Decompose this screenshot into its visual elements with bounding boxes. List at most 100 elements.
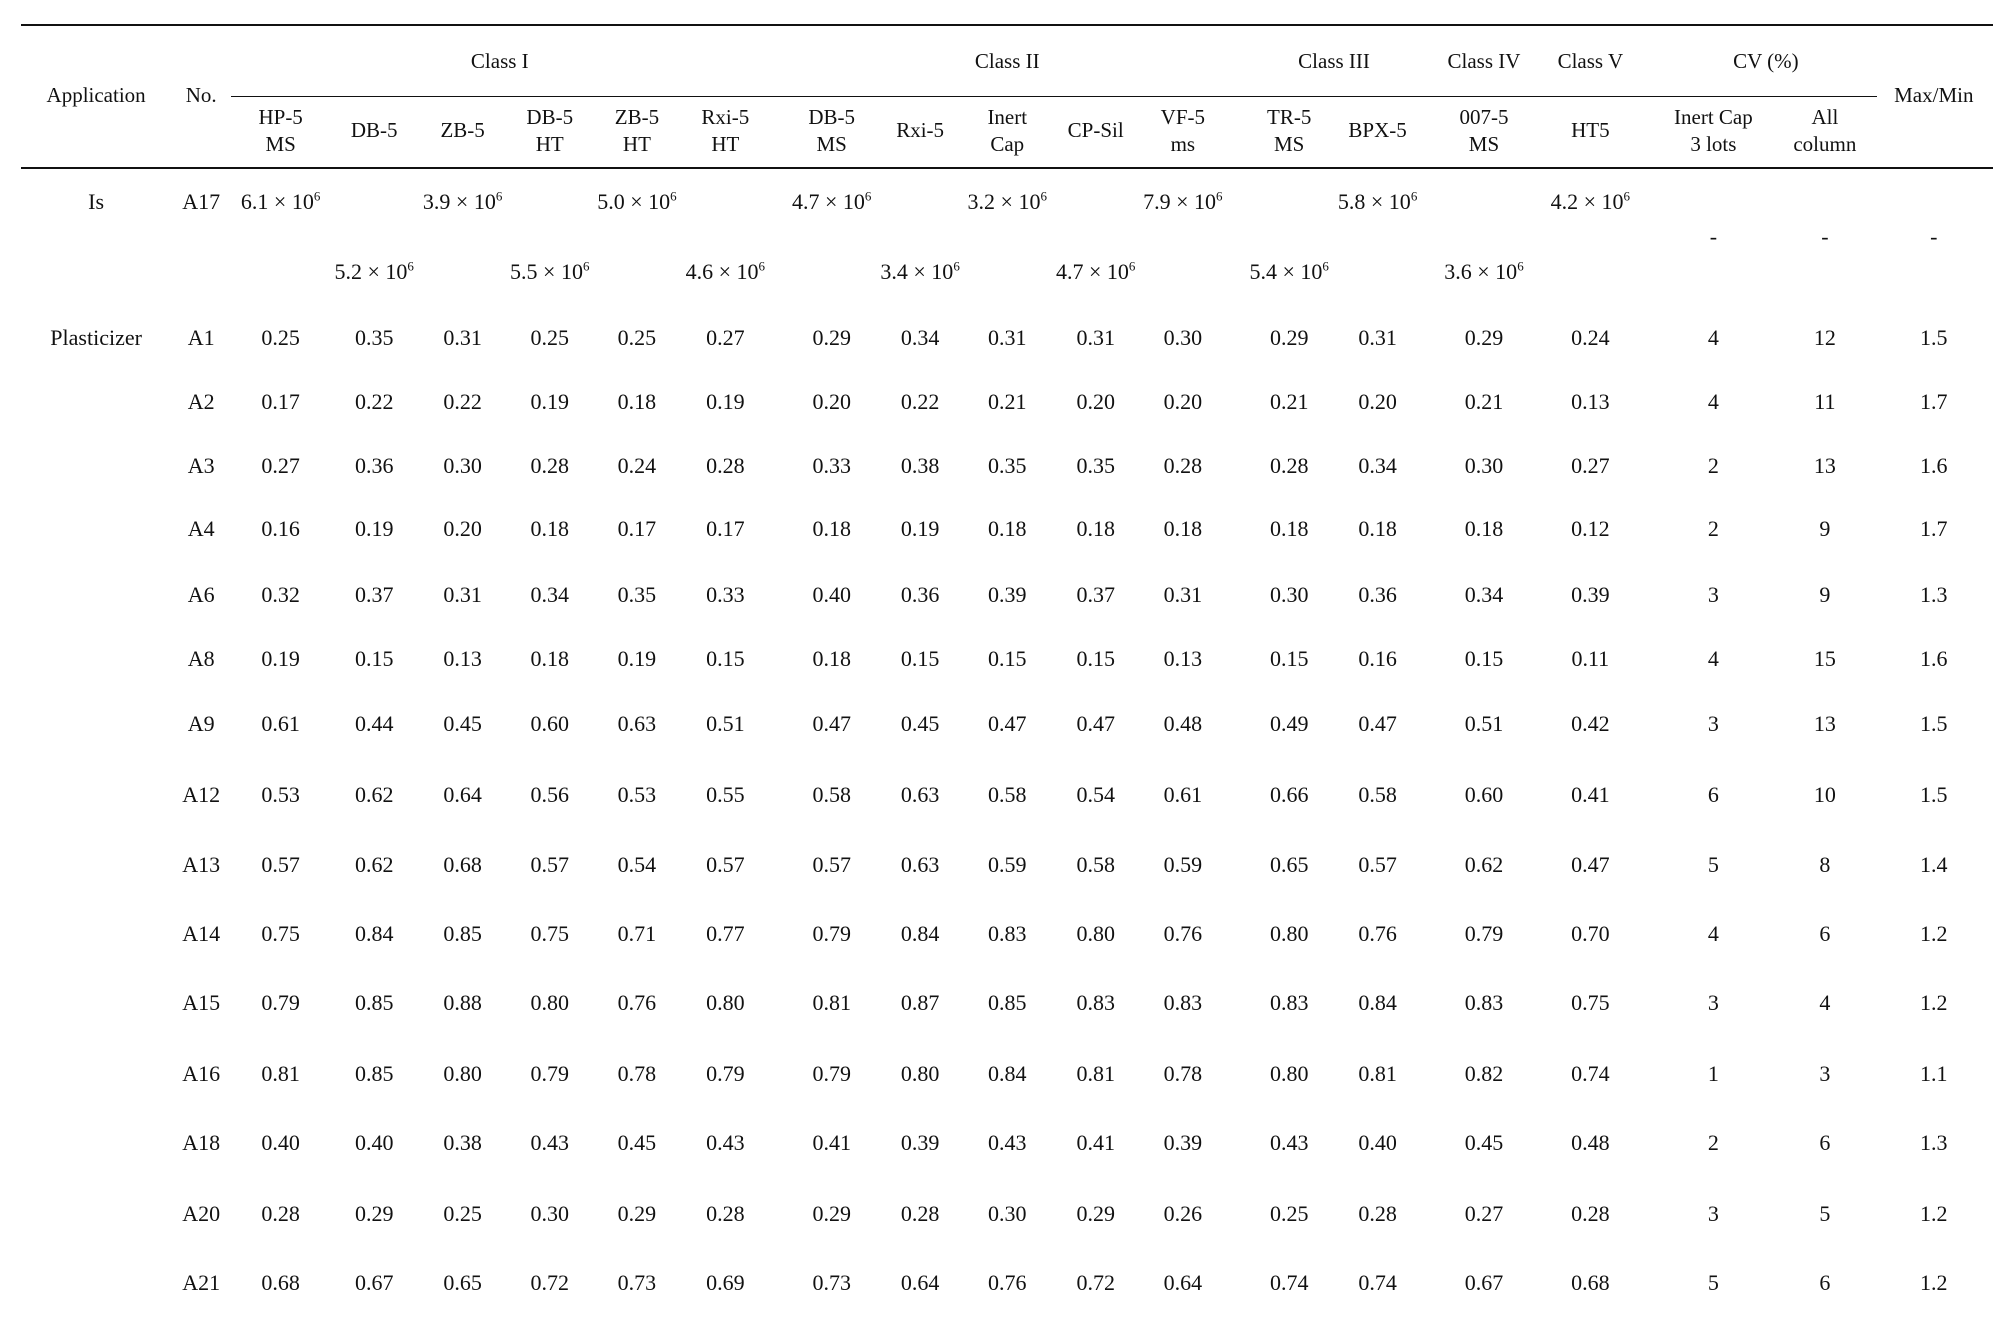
table-cell: 0.81 xyxy=(261,1060,300,1086)
is-value: 6.1 × 106 xyxy=(240,189,321,215)
table-cell: 6 xyxy=(1819,921,1831,947)
table-cell: 0.74 xyxy=(1269,1269,1309,1295)
exponent: 6 xyxy=(953,258,960,274)
table-cell: 5 xyxy=(1707,1269,1719,1295)
table-cell: 5 xyxy=(1707,852,1719,878)
table-cell: 0.74 xyxy=(1358,1269,1397,1295)
table-cell: 1.2 xyxy=(1920,1269,1948,1295)
table-cell: 1.2 xyxy=(1920,921,1948,947)
table-cell: 0.74 xyxy=(1571,1060,1610,1086)
table-cell: 0.18 xyxy=(1076,516,1115,542)
table-cell: 0.22 xyxy=(354,389,394,415)
table-cell: 0.58 xyxy=(1358,781,1397,807)
table-cell: 0.21 xyxy=(1269,389,1309,415)
row-number: A1 xyxy=(187,325,215,351)
table-cell: 0.88 xyxy=(443,990,482,1016)
row-number: A12 xyxy=(182,781,221,807)
group-header: Class I xyxy=(470,48,529,73)
table-cell: 0.29 xyxy=(1464,325,1504,351)
table-cell: 0.64 xyxy=(900,1269,940,1295)
table-cell: 0.80 xyxy=(443,1060,482,1086)
table-cell: 0.28 xyxy=(1269,453,1309,479)
table-cell: 0.82 xyxy=(1464,1060,1504,1086)
table-cell: 0.21 xyxy=(988,389,1027,415)
table-cell: 0.61 xyxy=(261,711,300,737)
table-cell: 0.58 xyxy=(1076,852,1115,878)
table-cell: 0.84 xyxy=(354,921,394,947)
table-cell: 0.40 xyxy=(812,581,851,607)
table-cell: 6 xyxy=(1819,1269,1831,1295)
table-cell: 0.75 xyxy=(261,921,300,947)
table-cell: 0.17 xyxy=(706,516,745,542)
table-cell: 0.45 xyxy=(617,1130,657,1156)
column-header: ZB-5 xyxy=(440,117,485,142)
table-cell: 0.84 xyxy=(900,921,940,947)
is-value: 3.9 × 106 xyxy=(422,189,503,215)
exponent: 6 xyxy=(758,258,766,274)
table-cell: 1.2 xyxy=(1920,990,1948,1016)
table-cell: 0.35 xyxy=(988,453,1027,479)
table-cell: 9 xyxy=(1819,581,1831,607)
table-cell: 0.30 xyxy=(1464,453,1504,479)
table-cell: 0.37 xyxy=(354,581,394,607)
table-cell: 1.7 xyxy=(1920,389,1948,415)
table-cell: 0.19 xyxy=(354,516,394,542)
table-cell: 0.18 xyxy=(812,645,851,671)
table-cell: 0.68 xyxy=(1571,1269,1610,1295)
column-header: TR-5 xyxy=(1267,104,1312,129)
table-cell: 0.43 xyxy=(530,1130,570,1156)
table-cell: 0.59 xyxy=(1163,852,1203,878)
table-cell: 0.33 xyxy=(812,453,851,479)
table-cell: 4 xyxy=(1707,389,1719,415)
is-value: 3.2 × 106 xyxy=(967,189,1047,215)
table-cell: 0.60 xyxy=(1464,781,1504,807)
table-cell: 0.30 xyxy=(988,1200,1027,1226)
top-rule xyxy=(20,24,1993,27)
table-cell: 13 xyxy=(1813,453,1836,479)
column-header-line2: MS xyxy=(1274,131,1305,156)
table-cell: 0.35 xyxy=(617,581,657,607)
table-cell: 0.63 xyxy=(900,852,940,878)
table-cell: 0.34 xyxy=(900,325,940,351)
table-cell: 0.15 xyxy=(900,645,940,671)
table-cell: 0.15 xyxy=(706,645,745,671)
table-cell: 0.15 xyxy=(988,645,1027,671)
table-cell: 0.41 xyxy=(1571,781,1610,807)
table-cell: 0.13 xyxy=(1163,645,1203,671)
table-cell: 6 xyxy=(1707,781,1719,807)
table-cell: 0.19 xyxy=(706,389,745,415)
table-cell: 0.79 xyxy=(812,1060,851,1086)
row-number: A6 xyxy=(187,581,215,607)
table-cell: 0.31 xyxy=(443,581,482,607)
table-cell: 0.57 xyxy=(812,852,851,878)
column-header: Rxi-5 xyxy=(701,104,750,129)
table-cell: 0.65 xyxy=(1269,852,1309,878)
table-cell: 0.30 xyxy=(1163,325,1203,351)
table-cell: 0.81 xyxy=(1076,1060,1115,1086)
column-header: HT5 xyxy=(1571,117,1610,142)
table-cell: 12 xyxy=(1813,325,1836,351)
table-cell: 0.28 xyxy=(530,453,570,479)
table-cell: 0.68 xyxy=(443,852,482,878)
column-header-line2: MS xyxy=(816,131,847,156)
table-cell: 0.27 xyxy=(706,325,745,351)
table-cell: 4 xyxy=(1819,990,1831,1016)
column-header: 007-5 xyxy=(1459,104,1509,129)
table-cell: 0.31 xyxy=(988,325,1027,351)
header-max-min: Max/Min xyxy=(1894,83,1974,108)
exponent: 6 xyxy=(313,189,321,205)
table-cell: 0.47 xyxy=(1571,852,1610,878)
table-cell: 0.79 xyxy=(261,990,300,1016)
table-cell: 0.73 xyxy=(812,1269,851,1295)
table-cell: 0.18 xyxy=(812,516,851,542)
table-cell: 0.59 xyxy=(988,852,1027,878)
table-cell: 0.58 xyxy=(988,781,1027,807)
table-cell: 0.27 xyxy=(1571,453,1610,479)
table-cell: 0.20 xyxy=(812,389,851,415)
is-value: 3.4 × 106 xyxy=(880,258,960,284)
column-header: ZB-5 xyxy=(614,104,660,129)
column-header-line2: Cap xyxy=(990,131,1025,156)
table-cell: 0.44 xyxy=(354,711,394,737)
is-value: 4.7 × 106 xyxy=(1055,258,1136,284)
table-cell: 0.83 xyxy=(1076,990,1115,1016)
